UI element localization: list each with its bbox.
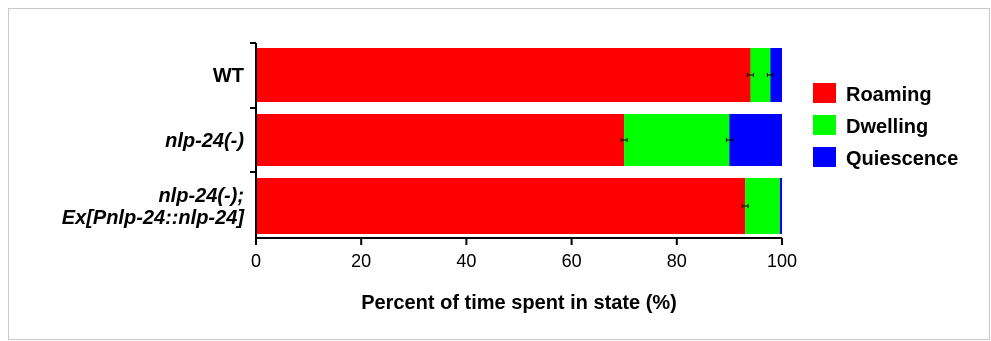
x-tick-label-3: 60: [562, 251, 582, 271]
category-label-2-0: nlp-24(-);: [158, 185, 244, 207]
x-axis-title: Percent of time spent in state (%): [361, 292, 677, 314]
bar-dwelling-2: [745, 178, 780, 234]
legend-swatch-quiescence: [813, 147, 836, 167]
legend-label-roaming: Roaming: [846, 84, 932, 106]
x-tick-label-5: 100: [767, 251, 797, 271]
legend-swatch-dwelling: [813, 115, 836, 135]
figure-frame: [8, 8, 990, 340]
x-tick-label-1: 20: [351, 251, 371, 271]
legend-swatch-roaming: [813, 83, 836, 103]
legend-label-dwelling: Dwelling: [846, 116, 928, 138]
bar-quiescence-1: [729, 114, 782, 166]
bar-roaming-2: [256, 178, 746, 234]
bar-dwelling-1: [624, 114, 730, 166]
x-tick-label-0: 0: [251, 251, 261, 271]
legend-label-quiescence: Quiescence: [846, 148, 958, 170]
x-tick-label-4: 80: [667, 251, 687, 271]
bar-quiescence-0: [770, 48, 782, 102]
bar-roaming-0: [256, 48, 751, 102]
category-label-1-0: nlp-24(-): [165, 130, 244, 152]
bar-dwelling-0: [750, 48, 771, 102]
category-label-0-0: WT: [213, 65, 244, 87]
bar-roaming-1: [256, 114, 625, 166]
category-label-2-1: Ex[Pnlp-24::nlp-24]: [62, 207, 246, 229]
bar-quiescence-2: [779, 178, 782, 234]
x-tick-label-2: 40: [456, 251, 476, 271]
